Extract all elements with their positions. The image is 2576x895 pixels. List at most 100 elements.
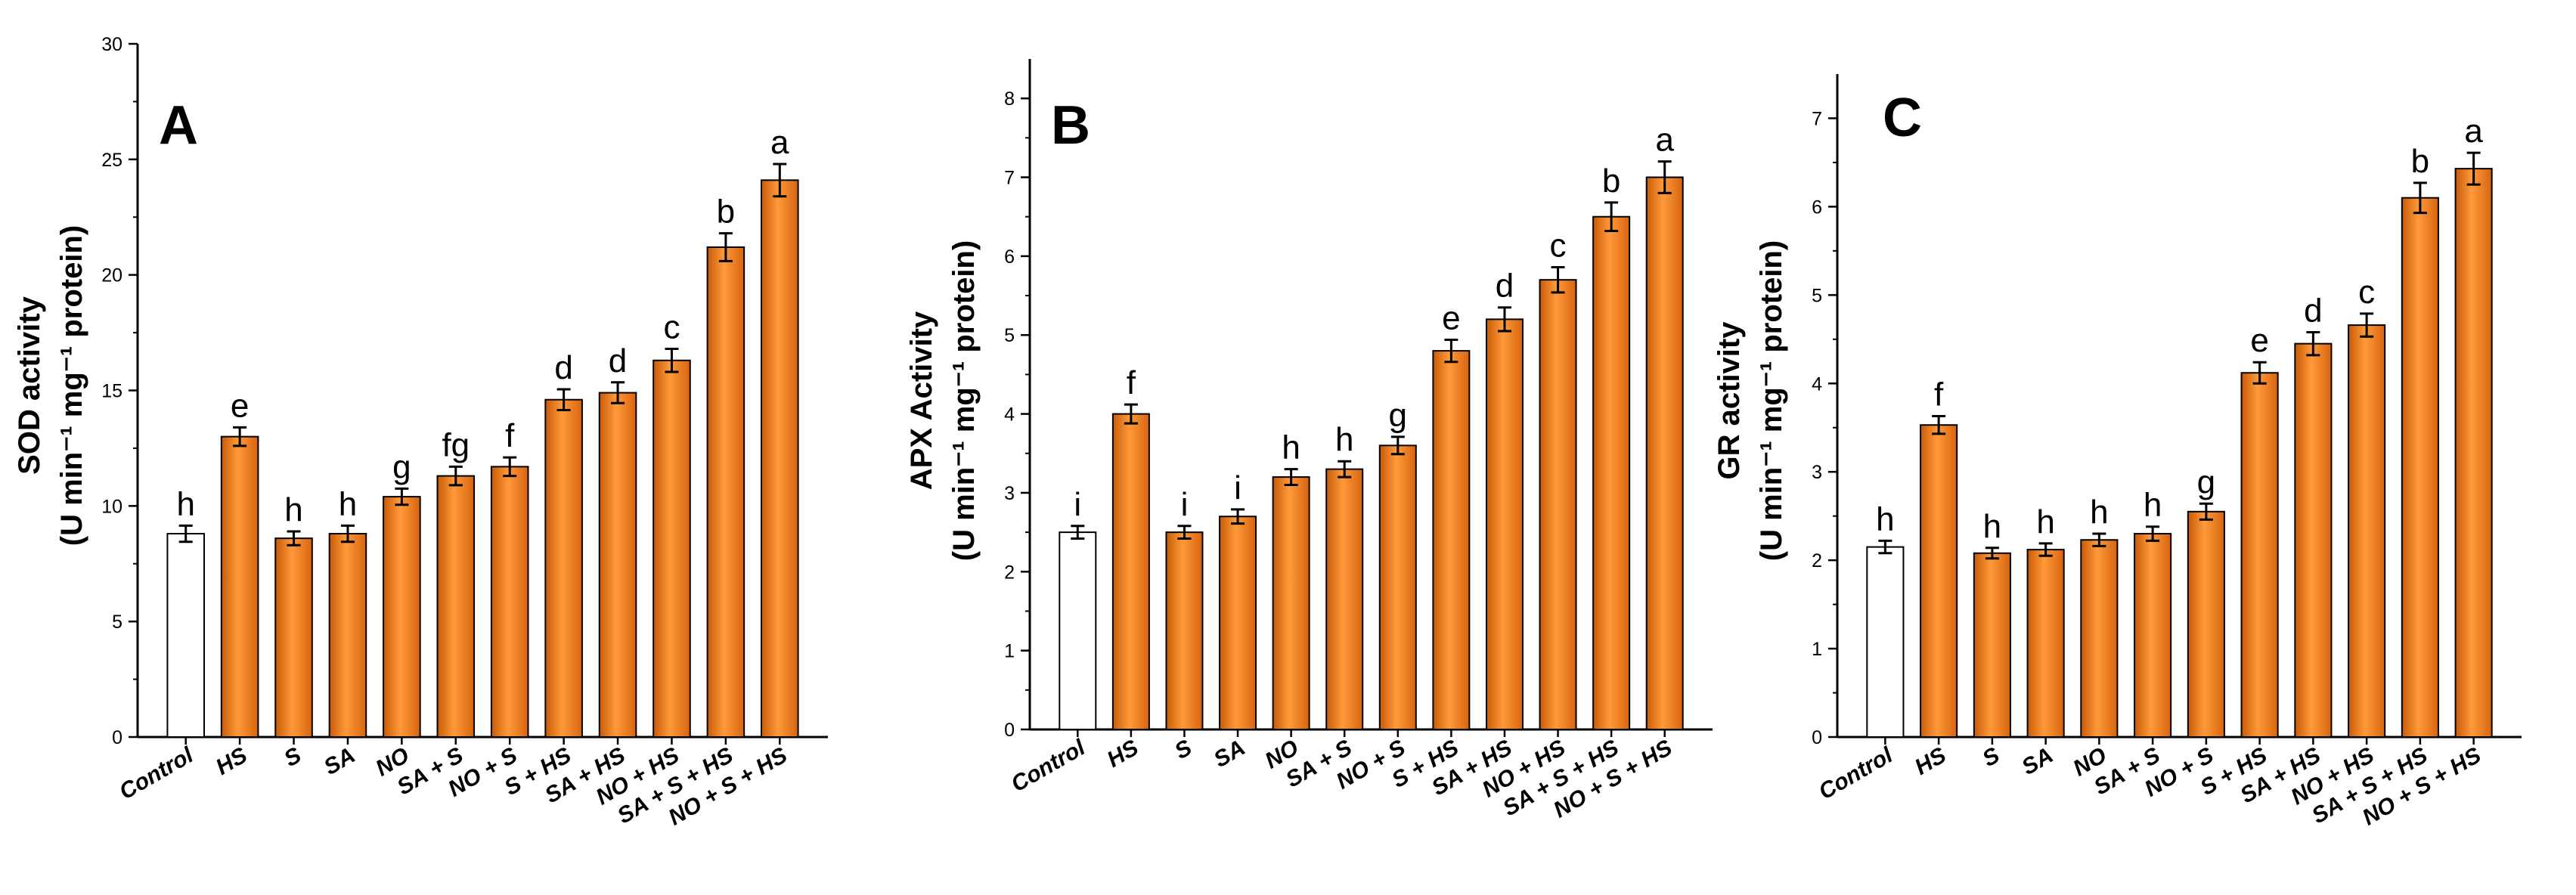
panel-c-sig-letter: h (2036, 503, 2054, 540)
panel-a-sig-letter: h (339, 485, 357, 522)
panel-a-bar (328, 533, 367, 738)
panel-c-bar (2240, 372, 2279, 738)
panel-b-bar (1539, 279, 1577, 730)
panel-c-ytick-label: 1 (1812, 639, 1822, 660)
panel-b-bar (1165, 531, 1204, 731)
panel-a-bar (490, 466, 529, 738)
panel-a-sig-letter: e (231, 387, 249, 424)
panel-c-bar (2080, 539, 2119, 738)
panel-b-letter: B (1051, 95, 1090, 156)
panel-c-sig-letter: c (2358, 274, 2375, 311)
panel-a-sig-letter: a (770, 124, 789, 161)
panel-c-sig-letter: a (2464, 113, 2483, 150)
panel-a-ytick-label: 5 (112, 612, 122, 633)
panel-b-sig-letter: a (1655, 122, 1674, 159)
panel-a-sig-letter: c (663, 308, 680, 345)
panel-b-ylabel-line1: APX Activity (905, 311, 938, 490)
panel-c-bar (1973, 552, 2011, 739)
panel-c-ytick-label: 3 (1812, 462, 1822, 483)
panel-a-bar (598, 392, 637, 738)
panel-a-ytick-label: 20 (101, 265, 122, 286)
panel-b-category-label: SA (1210, 735, 1250, 772)
panel-c-bar (1866, 546, 1905, 738)
panel-c-bar (2134, 533, 2172, 738)
panel-c-ytick-label: 7 (1812, 108, 1822, 129)
panel-a-bar (436, 475, 476, 738)
panel-a-ytick-label: 0 (112, 727, 122, 748)
panel-b-bar (1059, 531, 1097, 731)
panel-c-bar (2294, 342, 2333, 738)
panel-b-ytick-label: 3 (1004, 483, 1015, 504)
panel-b-bar (1592, 215, 1631, 730)
panel-b-category-label: Control (1007, 735, 1090, 797)
panel-b-ytick-label: 4 (1004, 404, 1015, 426)
panel-c-sig-letter: b (2411, 143, 2429, 180)
panel-c-ytick-label: 6 (1812, 197, 1822, 218)
panel-b-bar (1645, 176, 1684, 730)
panel-a-sig-letter: d (554, 349, 572, 386)
panel-c-sig-letter: h (1983, 508, 2001, 545)
panel-b-ytick-label: 5 (1004, 325, 1015, 346)
panel-b-ytick-label: 1 (1004, 641, 1015, 662)
panel-a-sig-letter: h (176, 485, 194, 522)
panel-b-sig-letter: d (1496, 268, 1514, 305)
panel-a-sig-letter: f (505, 417, 515, 454)
panel-b-sig-letter: i (1074, 486, 1081, 523)
panel-c-letter: C (1883, 88, 1922, 148)
panel-c-sig-letter: d (2304, 292, 2322, 329)
panel-c-category-label: Control (1815, 742, 1897, 804)
panel-b-ytick-label: 8 (1004, 88, 1015, 110)
panel-c-sig-letter: h (2144, 487, 2162, 524)
panel-c-bar (2454, 168, 2493, 739)
panel-b-bar (1485, 318, 1524, 731)
panel-a-bar (166, 533, 205, 738)
panel-a-ytick-label: 25 (101, 150, 122, 171)
panel-c-sig-letter: e (2250, 322, 2268, 359)
panel-b-bar (1219, 516, 1257, 730)
panel-a-ytick-label: 10 (101, 496, 122, 517)
panel-b-sig-letter: f (1127, 364, 1136, 401)
panel-b-bar (1325, 468, 1364, 731)
panel-a-category-label: S (280, 742, 305, 772)
panel-a-sig-letter: g (392, 448, 411, 485)
panel-b-bar (1111, 413, 1150, 731)
panel-a-bar (653, 359, 691, 738)
panel-a-category-label: SA (320, 742, 360, 779)
panel-c-ytick-label: 5 (1812, 285, 1822, 306)
panel-a-bar (544, 398, 583, 739)
panel-c-bar (2348, 324, 2386, 739)
panel-c-bar (2026, 549, 2065, 738)
panel-a: A SOD activity (U min⁻¹ mg⁻¹ protein) 0 5… (13, 34, 828, 831)
panel-a-sig-letter: b (717, 194, 735, 231)
panel-c: C GR activity (U min⁻¹ mg⁻¹ protein) 0 1 2… (1713, 74, 2522, 831)
panel-a-bar (274, 537, 313, 738)
panel-c-category-label: HS (1911, 742, 1951, 779)
panel-c-sig-letter: h (2090, 494, 2108, 531)
panel-c-bar (2401, 197, 2439, 738)
panel-b-ytick-label: 7 (1004, 168, 1015, 189)
panel-b-ytick-label: 6 (1004, 246, 1015, 268)
panel-b-sig-letter: i (1234, 469, 1242, 506)
panel-b-bar (1378, 444, 1417, 730)
panel-c-category-label: SA (2018, 742, 2058, 779)
panel-b-category-label: S (1170, 735, 1196, 764)
panel-a-bar (220, 435, 259, 739)
panel-a-ytick-label: 15 (101, 381, 122, 402)
panel-b-sig-letter: e (1442, 299, 1460, 336)
panel-c-bar (2187, 510, 2225, 738)
panel-b-sig-letter: i (1181, 486, 1189, 523)
panel-a-ylabel-line1: SOD activity (13, 296, 46, 474)
panel-b-bar (1272, 476, 1310, 731)
panel-a-bar (706, 246, 746, 738)
panel-b-ytick-label: 0 (1004, 720, 1015, 741)
panel-b-category-label: HS (1103, 735, 1143, 772)
panel-c-ylabel-line2: (U min⁻¹ mg⁻¹ protein) (1755, 240, 1788, 561)
panel-b-sig-letter: c (1550, 227, 1567, 264)
panel-b-sig-letter: b (1602, 163, 1620, 200)
panel-a-sig-letter: d (609, 342, 627, 379)
panel-c-ytick-label: 0 (1812, 727, 1822, 748)
panel-c-ytick-label: 4 (1812, 373, 1822, 395)
panel-b-sig-letter: h (1335, 421, 1353, 458)
panel-b-sig-letter: g (1389, 397, 1407, 434)
